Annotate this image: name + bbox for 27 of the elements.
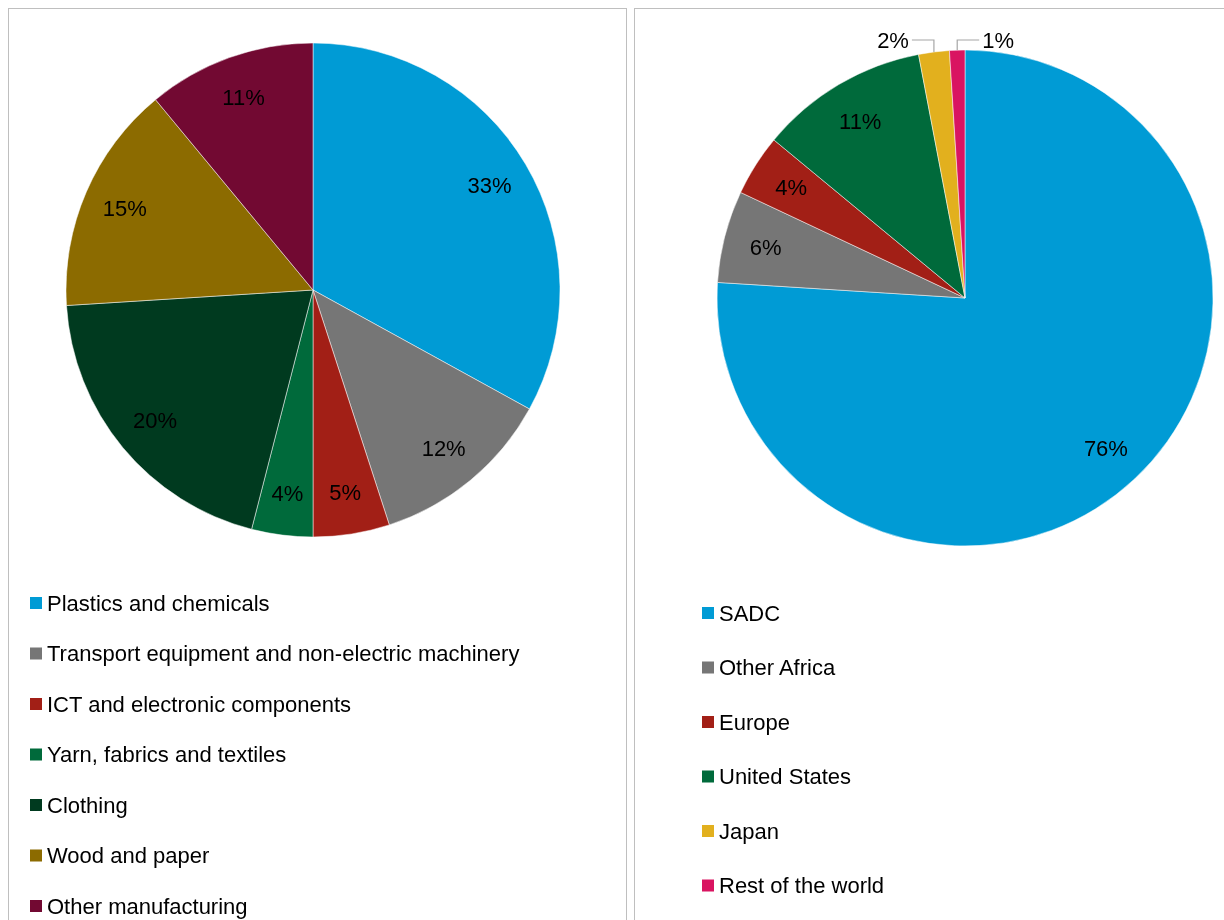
legend-label: Rest of the world [719, 873, 885, 899]
legend-label: United States [719, 764, 852, 790]
legend-label: Japan [719, 818, 779, 844]
legend-label: Europe [719, 709, 790, 735]
legend-label: SADC [719, 600, 781, 626]
legend-label: Other manufacturing [47, 893, 248, 919]
data-label: 76% [1083, 435, 1128, 461]
legend-label: ICT and electronic components [47, 691, 352, 717]
data-label: 33% [467, 173, 512, 199]
legend-label: Yarn, fabrics and textiles [47, 742, 287, 768]
legend-label: Clothing [47, 792, 128, 818]
legend-label: Other Africa [719, 655, 836, 681]
data-label: 2% [877, 27, 909, 53]
legend-label: Transport equipment and non-electric machinery [47, 641, 520, 667]
data-label: 12% [421, 435, 466, 461]
data-label: 15% [102, 196, 147, 222]
data-label: 4% [271, 481, 304, 507]
data-label: 5% [329, 480, 361, 506]
data-label: 11% [839, 108, 882, 134]
legend-label: Wood and paper [47, 843, 210, 869]
data-label: 6% [749, 234, 782, 260]
data-label: 20% [133, 408, 178, 434]
pie-slice [717, 49, 1214, 547]
data-label: 11% [222, 84, 265, 110]
legend-label: Plastics and chemicals [47, 590, 270, 616]
data-label: 4% [775, 175, 808, 201]
data-label: 1% [982, 27, 1015, 53]
